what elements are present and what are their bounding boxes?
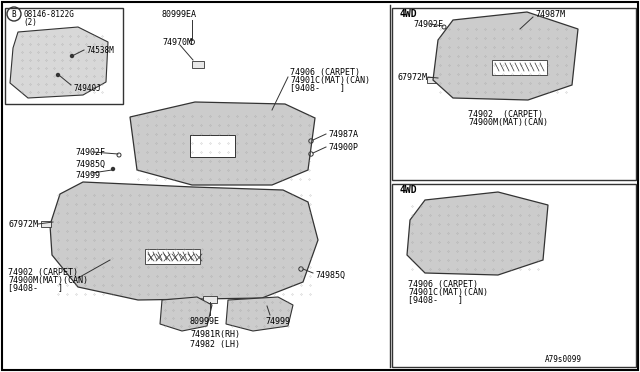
Text: [9408-    ]: [9408- ] — [290, 83, 345, 93]
Text: 74906 (CARPET): 74906 (CARPET) — [408, 279, 478, 289]
Bar — [511, 29, 523, 35]
Circle shape — [56, 74, 60, 77]
Text: [9408-    ]: [9408- ] — [408, 295, 463, 305]
Bar — [427, 77, 437, 83]
Text: A79s0099: A79s0099 — [545, 356, 582, 365]
Bar — [145, 249, 200, 264]
Text: 74902F: 74902F — [75, 148, 105, 157]
Text: 74970M: 74970M — [162, 38, 192, 46]
Text: 80999E: 80999E — [190, 317, 220, 327]
Text: 74538M: 74538M — [86, 45, 114, 55]
Text: 67972M: 67972M — [398, 73, 428, 81]
Text: 74940J: 74940J — [73, 83, 100, 93]
Polygon shape — [433, 12, 578, 100]
Text: 74900M(MAT)(CAN): 74900M(MAT)(CAN) — [468, 118, 548, 126]
Text: 74987M: 74987M — [535, 10, 565, 19]
Text: 74982 (LH): 74982 (LH) — [190, 340, 240, 349]
Bar — [203, 295, 217, 302]
Text: 80999EA: 80999EA — [162, 10, 197, 19]
Text: (2): (2) — [23, 17, 37, 26]
Text: 74981R(RH): 74981R(RH) — [190, 330, 240, 339]
Text: 74906 (CARPET): 74906 (CARPET) — [290, 67, 360, 77]
Polygon shape — [50, 182, 318, 300]
Bar — [5, 8, 123, 104]
Text: 74902  (CARPET): 74902 (CARPET) — [468, 109, 543, 119]
Text: B: B — [12, 10, 16, 19]
Polygon shape — [407, 192, 548, 275]
Text: 4WD: 4WD — [400, 185, 418, 195]
Text: 4WD: 4WD — [400, 9, 418, 19]
Bar — [392, 184, 636, 367]
Polygon shape — [160, 297, 212, 331]
Text: 74999: 74999 — [75, 170, 100, 180]
Bar — [392, 8, 636, 180]
Text: 74901C(MAT)(CAN): 74901C(MAT)(CAN) — [290, 76, 370, 84]
Text: 08146-8122G: 08146-8122G — [23, 10, 74, 19]
Bar — [41, 221, 51, 227]
Bar — [192, 61, 204, 67]
Text: 74987A: 74987A — [328, 129, 358, 138]
Text: 67972M: 67972M — [8, 219, 38, 228]
Polygon shape — [10, 27, 108, 98]
Text: 74900P: 74900P — [328, 142, 358, 151]
Bar — [190, 135, 235, 157]
Text: 74999: 74999 — [265, 317, 290, 327]
Circle shape — [111, 167, 115, 170]
Polygon shape — [226, 297, 293, 331]
Text: 74985Q: 74985Q — [315, 270, 345, 279]
Text: [9408-    ]: [9408- ] — [8, 283, 63, 292]
Text: 74902F: 74902F — [413, 19, 443, 29]
Circle shape — [266, 302, 269, 305]
Polygon shape — [130, 102, 315, 185]
Text: 74902 (CARPET): 74902 (CARPET) — [8, 267, 78, 276]
Circle shape — [70, 55, 74, 58]
Text: 74985Q: 74985Q — [75, 160, 105, 169]
Bar — [492, 60, 547, 75]
Text: 74901C(MAT)(CAN): 74901C(MAT)(CAN) — [408, 288, 488, 296]
Text: 74900M(MAT)(CAN): 74900M(MAT)(CAN) — [8, 276, 88, 285]
